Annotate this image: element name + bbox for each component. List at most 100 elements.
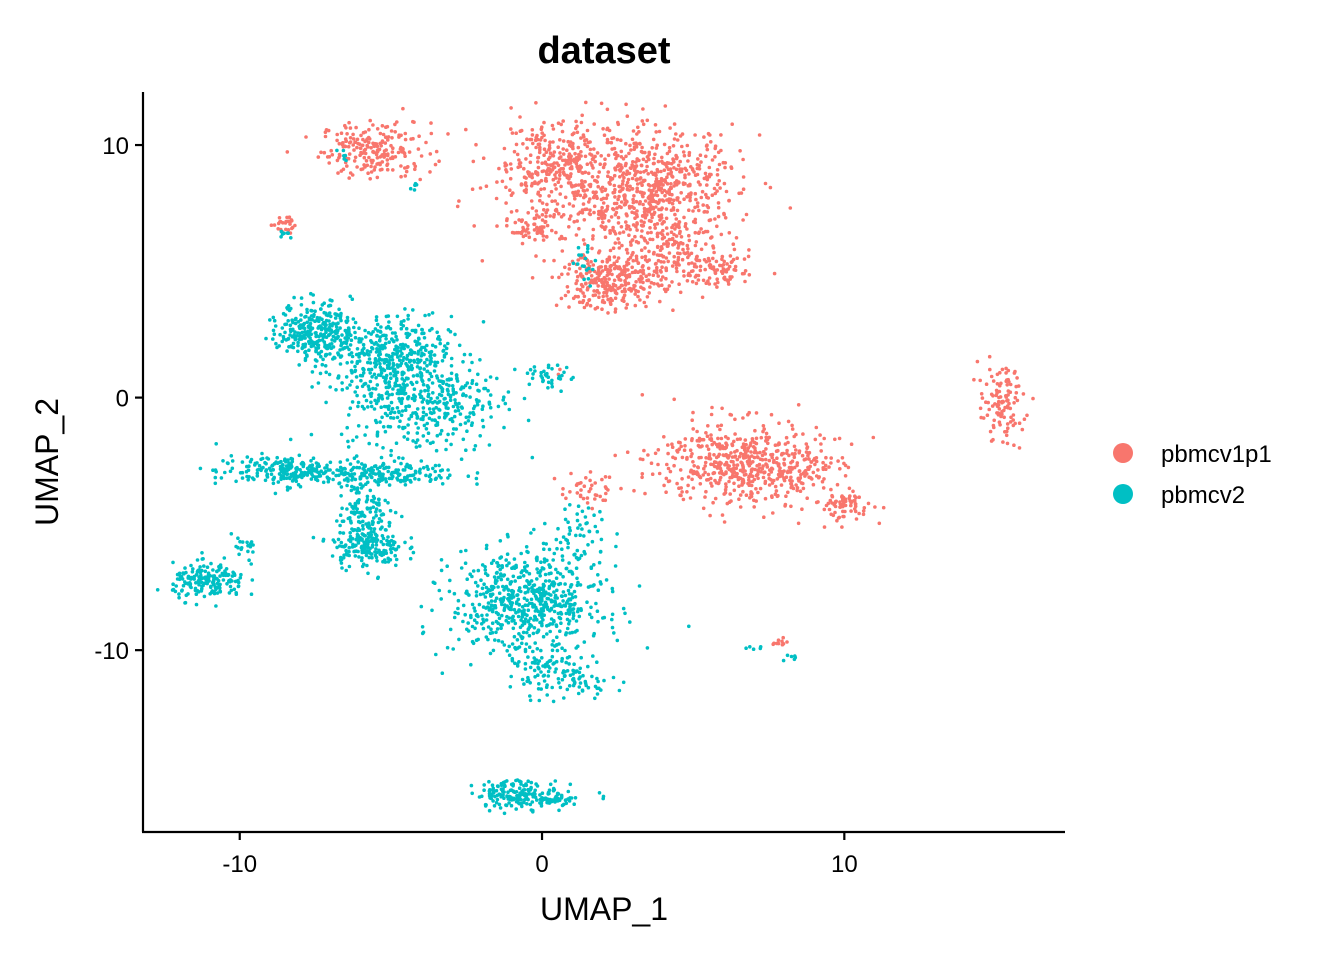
data-point bbox=[699, 247, 704, 252]
data-point bbox=[690, 280, 695, 284]
data-point bbox=[428, 170, 432, 174]
data-point bbox=[366, 571, 370, 576]
data-point bbox=[988, 367, 992, 372]
data-point bbox=[697, 439, 702, 443]
data-point bbox=[588, 478, 592, 483]
data-point bbox=[532, 228, 537, 232]
data-point bbox=[477, 602, 482, 607]
data-point bbox=[567, 225, 571, 229]
data-point bbox=[328, 322, 332, 327]
data-point bbox=[543, 138, 547, 143]
data-point bbox=[373, 550, 377, 554]
data-point bbox=[814, 425, 819, 430]
data-point bbox=[588, 470, 593, 474]
data-point bbox=[335, 545, 339, 550]
data-point bbox=[415, 407, 420, 411]
data-point bbox=[611, 136, 616, 140]
data-point bbox=[725, 463, 730, 467]
data-point bbox=[520, 605, 525, 609]
data-point bbox=[581, 496, 586, 501]
data-point bbox=[348, 126, 353, 130]
data-point bbox=[575, 548, 580, 553]
data-point bbox=[353, 330, 357, 335]
data-point bbox=[582, 189, 587, 193]
data-point bbox=[704, 242, 708, 246]
data-point bbox=[531, 141, 535, 146]
data-point bbox=[556, 121, 561, 125]
data-point bbox=[819, 442, 823, 446]
data-point bbox=[582, 305, 587, 310]
data-point bbox=[705, 143, 709, 147]
data-point bbox=[381, 512, 386, 517]
data-point bbox=[724, 482, 728, 486]
data-point bbox=[573, 294, 578, 299]
data-point bbox=[678, 251, 682, 256]
data-point bbox=[396, 346, 401, 350]
data-point bbox=[435, 433, 440, 438]
data-point bbox=[792, 444, 797, 449]
data-point bbox=[706, 472, 711, 477]
data-point bbox=[631, 250, 635, 255]
data-point bbox=[765, 437, 770, 442]
data-point bbox=[532, 618, 536, 622]
data-point bbox=[613, 168, 618, 172]
data-point bbox=[605, 283, 610, 288]
data-point bbox=[680, 144, 684, 149]
data-point bbox=[588, 197, 592, 201]
data-point bbox=[513, 220, 518, 225]
data-point bbox=[722, 275, 727, 280]
data-point bbox=[404, 326, 409, 331]
data-point bbox=[711, 246, 716, 250]
data-point bbox=[595, 151, 600, 155]
data-point bbox=[338, 460, 343, 464]
data-point bbox=[783, 502, 788, 507]
data-point bbox=[620, 243, 624, 248]
data-point bbox=[303, 315, 307, 319]
data-point bbox=[373, 357, 378, 361]
data-point bbox=[532, 216, 537, 221]
data-point bbox=[582, 640, 587, 644]
data-point bbox=[309, 459, 313, 463]
data-point bbox=[1031, 396, 1035, 401]
data-point bbox=[603, 475, 608, 479]
data-point bbox=[642, 236, 646, 241]
data-point bbox=[556, 180, 561, 184]
data-point bbox=[583, 142, 587, 147]
data-point bbox=[387, 393, 392, 397]
data-point bbox=[843, 503, 848, 508]
data-point bbox=[588, 212, 593, 217]
data-point bbox=[978, 406, 983, 411]
data-point bbox=[691, 486, 696, 490]
data-point bbox=[693, 133, 697, 137]
data-point bbox=[661, 228, 665, 233]
data-point bbox=[624, 220, 628, 224]
data-point bbox=[418, 444, 422, 448]
data-point bbox=[612, 190, 617, 195]
data-point bbox=[631, 200, 636, 205]
data-point bbox=[853, 502, 858, 506]
data-point bbox=[991, 423, 996, 428]
data-point bbox=[614, 291, 619, 296]
data-point bbox=[381, 425, 386, 429]
data-point bbox=[591, 190, 596, 194]
data-point bbox=[759, 435, 764, 440]
data-point bbox=[568, 140, 573, 144]
data-point bbox=[405, 353, 410, 358]
data-point bbox=[567, 622, 571, 626]
data-point bbox=[428, 152, 433, 156]
data-point bbox=[481, 626, 486, 631]
data-point bbox=[342, 478, 347, 482]
data-point bbox=[625, 263, 629, 267]
data-point bbox=[567, 262, 572, 267]
data-point bbox=[561, 599, 565, 603]
data-point bbox=[834, 499, 838, 504]
data-point bbox=[641, 157, 646, 162]
data-point bbox=[704, 456, 708, 460]
data-point bbox=[646, 172, 650, 176]
data-point bbox=[811, 470, 816, 475]
data-point bbox=[984, 382, 989, 387]
data-point bbox=[337, 473, 341, 478]
data-point bbox=[593, 481, 597, 485]
data-point bbox=[421, 406, 426, 410]
data-point bbox=[871, 435, 876, 440]
